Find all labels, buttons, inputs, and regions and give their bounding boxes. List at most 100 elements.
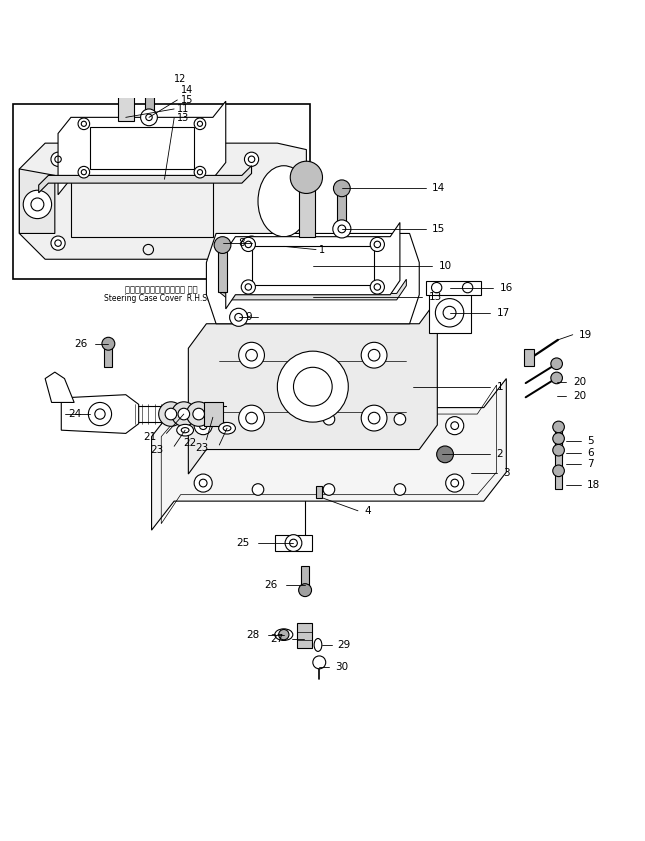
Text: 25: 25 bbox=[236, 538, 250, 548]
Bar bbox=[301, 566, 309, 585]
Circle shape bbox=[361, 342, 387, 368]
Circle shape bbox=[142, 78, 156, 93]
Circle shape bbox=[299, 584, 312, 596]
Text: 14: 14 bbox=[181, 85, 193, 95]
Circle shape bbox=[277, 352, 348, 422]
Polygon shape bbox=[61, 394, 139, 433]
Bar bbox=[299, 188, 315, 236]
Circle shape bbox=[214, 236, 231, 253]
Circle shape bbox=[252, 414, 264, 425]
Bar bbox=[555, 473, 562, 489]
Bar bbox=[218, 251, 227, 292]
Ellipse shape bbox=[275, 629, 293, 641]
Text: 28: 28 bbox=[246, 630, 260, 640]
Text: 29: 29 bbox=[337, 640, 351, 650]
Polygon shape bbox=[19, 169, 55, 234]
Circle shape bbox=[241, 280, 255, 294]
Circle shape bbox=[361, 405, 387, 431]
Circle shape bbox=[551, 372, 562, 383]
Text: 18: 18 bbox=[587, 480, 600, 490]
Bar bbox=[90, 127, 194, 169]
Circle shape bbox=[141, 109, 157, 126]
Bar bbox=[71, 166, 213, 236]
Circle shape bbox=[244, 236, 259, 251]
Circle shape bbox=[446, 474, 464, 492]
Text: 23: 23 bbox=[195, 443, 208, 453]
Circle shape bbox=[435, 299, 464, 327]
Text: 24: 24 bbox=[68, 409, 82, 419]
Polygon shape bbox=[45, 372, 74, 403]
Text: 11: 11 bbox=[177, 104, 190, 114]
Circle shape bbox=[244, 152, 259, 167]
Circle shape bbox=[51, 152, 65, 167]
Text: 19: 19 bbox=[579, 330, 593, 340]
Bar bbox=[337, 192, 346, 224]
Polygon shape bbox=[19, 143, 306, 259]
Circle shape bbox=[165, 408, 177, 420]
Polygon shape bbox=[39, 166, 252, 193]
Ellipse shape bbox=[219, 422, 235, 434]
Text: 26: 26 bbox=[264, 580, 277, 590]
Ellipse shape bbox=[314, 638, 322, 652]
Text: ステアリングケースカバー 右側: ステアリングケースカバー 右側 bbox=[125, 285, 197, 294]
Text: 9: 9 bbox=[245, 312, 252, 322]
Circle shape bbox=[290, 161, 322, 193]
Text: 27: 27 bbox=[270, 633, 283, 643]
Polygon shape bbox=[152, 378, 506, 530]
Polygon shape bbox=[58, 101, 226, 195]
Bar bbox=[104, 347, 112, 367]
Text: 23: 23 bbox=[150, 445, 163, 454]
Circle shape bbox=[333, 220, 351, 238]
Text: 14: 14 bbox=[432, 183, 446, 193]
Text: 7: 7 bbox=[587, 459, 593, 469]
Circle shape bbox=[446, 416, 464, 435]
Bar bbox=[524, 349, 534, 366]
Text: 12: 12 bbox=[174, 74, 186, 83]
Circle shape bbox=[370, 237, 384, 251]
Text: Steering Case Cover  R.H.Side: Steering Case Cover R.H.Side bbox=[104, 294, 219, 303]
Text: 20: 20 bbox=[573, 377, 586, 387]
Text: 26: 26 bbox=[74, 339, 87, 349]
Text: 15: 15 bbox=[432, 224, 446, 234]
Text: 30: 30 bbox=[335, 662, 348, 672]
Ellipse shape bbox=[177, 425, 194, 436]
Circle shape bbox=[279, 629, 289, 640]
Circle shape bbox=[252, 484, 264, 495]
Text: 22: 22 bbox=[183, 438, 197, 448]
Ellipse shape bbox=[223, 426, 231, 431]
Circle shape bbox=[230, 309, 248, 326]
Bar bbox=[555, 442, 562, 457]
Bar bbox=[118, 85, 134, 120]
Circle shape bbox=[394, 484, 406, 495]
Circle shape bbox=[172, 402, 196, 426]
Circle shape bbox=[194, 118, 206, 130]
Bar bbox=[145, 88, 154, 113]
Circle shape bbox=[437, 446, 453, 463]
Circle shape bbox=[551, 358, 562, 369]
Text: 20: 20 bbox=[573, 391, 586, 401]
Circle shape bbox=[78, 118, 90, 130]
Circle shape bbox=[194, 167, 206, 178]
Text: 15: 15 bbox=[181, 95, 193, 105]
Circle shape bbox=[370, 280, 384, 294]
Circle shape bbox=[159, 402, 183, 426]
Circle shape bbox=[239, 405, 264, 431]
Text: 8: 8 bbox=[239, 238, 245, 248]
Bar bbox=[204, 403, 223, 426]
Bar bbox=[13, 104, 310, 278]
Circle shape bbox=[553, 421, 564, 433]
Bar bbox=[297, 623, 312, 648]
Circle shape bbox=[78, 167, 90, 178]
Polygon shape bbox=[429, 292, 471, 333]
Polygon shape bbox=[219, 279, 406, 300]
Circle shape bbox=[285, 535, 302, 552]
Bar bbox=[555, 452, 562, 468]
Circle shape bbox=[241, 237, 255, 251]
Circle shape bbox=[553, 444, 564, 456]
Polygon shape bbox=[206, 234, 419, 324]
Text: 16: 16 bbox=[500, 283, 513, 293]
Text: 13: 13 bbox=[429, 292, 442, 302]
Circle shape bbox=[323, 414, 335, 425]
Circle shape bbox=[178, 408, 190, 420]
Bar bbox=[555, 430, 562, 445]
